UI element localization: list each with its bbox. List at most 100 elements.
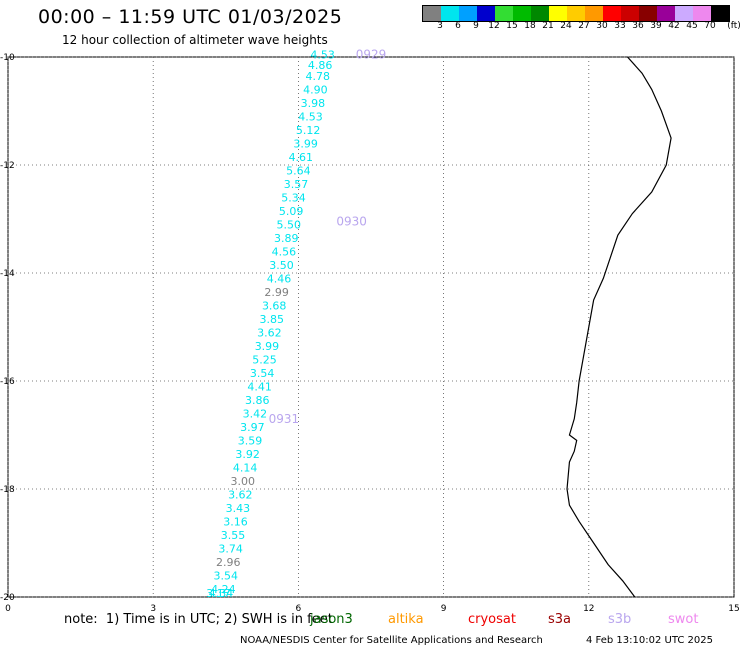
swh-value: 4.46 xyxy=(267,272,292,285)
footer-note: note: 1) Time is in UTC; 2) SWH is in fe… xyxy=(64,612,333,627)
swh-value: 3.74 xyxy=(218,542,243,555)
swh-value: 3.57 xyxy=(284,178,309,191)
lon-tick-label: 9 xyxy=(441,604,447,614)
swh-value: 4.14 xyxy=(233,461,258,474)
legend-item-jason3: jason3 xyxy=(310,612,353,627)
colorbar-swatch xyxy=(621,6,639,21)
map-subtitle: 12 hour collection of altimeter wave hei… xyxy=(62,33,328,47)
colorbar-swatch xyxy=(693,6,711,21)
lon-tick-label: 15 xyxy=(728,604,739,614)
colorbar-label: 36 xyxy=(632,21,644,31)
lon-tick-label: 0 xyxy=(5,604,11,614)
colorbar-label: 70 xyxy=(704,21,716,31)
lat-tick-label: -20 xyxy=(0,593,15,603)
colorbar-swatch xyxy=(513,6,531,21)
colorbar-label: 15 xyxy=(506,21,518,31)
colorbar-swatch xyxy=(585,6,603,21)
swh-value: 3.54 xyxy=(214,569,239,582)
track-time-labels: 0929 0930 0931 xyxy=(269,47,387,425)
colorbar-label: 45 xyxy=(686,21,698,31)
lon-tick-label: 6 xyxy=(296,604,302,614)
colorbar-label: 33 xyxy=(614,21,626,31)
swh-value: 3.98 xyxy=(301,97,326,110)
swh-value: 5.64 xyxy=(286,164,311,177)
colorbar-label: 30 xyxy=(596,21,608,31)
lat-tick-label: -12 xyxy=(0,161,15,171)
coastline-path xyxy=(566,56,672,598)
swh-value: 5.12 xyxy=(296,124,321,137)
colorbar-label: 18 xyxy=(524,21,536,31)
swh-value: 3.55 xyxy=(221,529,246,542)
colorbar-swatch xyxy=(675,6,693,21)
lat-tick-label: -16 xyxy=(0,377,15,387)
colorbar-swatch xyxy=(459,6,477,21)
swh-value: 3.16 xyxy=(223,515,248,528)
swh-value: 3.62 xyxy=(228,488,253,501)
lat-tick-label: -18 xyxy=(0,485,15,495)
swh-value: 3.99 xyxy=(293,137,318,150)
map-grid xyxy=(7,56,735,598)
swh-value: 3.92 xyxy=(235,448,260,461)
swh-value: 3.00 xyxy=(230,475,255,488)
colorbar-swatch xyxy=(441,6,459,21)
swh-value: 4.53 xyxy=(298,110,323,123)
swh-value: 3.68 xyxy=(262,299,287,312)
legend-item-cryosat: cryosat xyxy=(468,612,516,627)
track-time-label: 0929 xyxy=(356,47,387,61)
swh-value: 4.24 xyxy=(211,583,236,596)
colorbar-label: 6 xyxy=(455,21,461,31)
colorbar-swatch xyxy=(603,6,621,21)
legend-item-s3a: s3a xyxy=(548,612,572,627)
swh-value: 3.99 xyxy=(255,340,280,353)
colorbar-swatch xyxy=(495,6,513,21)
lon-tick-label: 3 xyxy=(150,604,156,614)
lat-tick-label: -10 xyxy=(0,53,15,63)
colorbar-swatch xyxy=(567,6,585,21)
swh-value: 4.61 xyxy=(289,151,314,164)
swh-value: 2.99 xyxy=(264,286,289,299)
swh-value: 4.53 xyxy=(310,48,335,61)
swh-value: 3.97 xyxy=(240,421,265,434)
generated-timestamp: 4 Feb 13:10:02 UTC 2025 xyxy=(586,635,713,646)
colorbar-swatch xyxy=(711,6,729,21)
swh-values: 4.534.864.784.903.984.535.123.994.615.64… xyxy=(206,48,335,600)
swh-value: 4.86 xyxy=(308,59,333,72)
colorbar-swatch xyxy=(549,6,567,21)
colorbar-label: 12 xyxy=(488,21,500,31)
swh-value: 3.62 xyxy=(257,326,282,339)
colorbar-labels: 3 6 9 12 15 18 21 24 27 30 33 36 39 42 45 70 (ft) xyxy=(422,21,740,35)
colorbar-swatch xyxy=(657,6,675,21)
legend-item-s3b: s3b xyxy=(608,612,632,627)
lat-tick-label: -14 xyxy=(0,269,15,279)
swh-value: 5.50 xyxy=(276,218,301,231)
swh-value: 5.25 xyxy=(252,353,277,366)
colorbar-swatch xyxy=(477,6,495,21)
swh-value: 3.50 xyxy=(269,259,294,272)
map-title: 00:00 – 11:59 UTC 01/03/2025 xyxy=(38,6,343,28)
swh-value: 4.56 xyxy=(272,245,297,258)
swh-value: 4.41 xyxy=(247,380,272,393)
swh-value: 3.89 xyxy=(274,232,299,245)
swh-value: 3.54 xyxy=(250,367,275,380)
colorbar-swatch xyxy=(531,6,549,21)
swh-value: 3.17 xyxy=(206,587,231,600)
colorbar-label: 3 xyxy=(437,21,443,31)
wave-height-colorbar xyxy=(422,5,730,22)
coastline xyxy=(566,56,672,598)
swh-value: 5.34 xyxy=(281,191,306,204)
colorbar-swatch xyxy=(423,6,441,21)
colorbar-label: 27 xyxy=(578,21,590,31)
colorbar-label: 39 xyxy=(650,21,662,31)
swh-value: 3.85 xyxy=(260,313,285,326)
legend-item-altika: altika xyxy=(388,612,424,627)
colorbar-label: 21 xyxy=(542,21,554,31)
map-frame xyxy=(7,56,735,598)
swh-value: 3.59 xyxy=(238,434,263,447)
swh-value: 3.42 xyxy=(243,407,268,420)
track-time-label: 0930 xyxy=(336,215,367,229)
colorbar-label: 9 xyxy=(473,21,479,31)
colorbar-unit: (ft) xyxy=(727,21,740,31)
colorbar-swatch xyxy=(639,6,657,21)
swh-value: 5.09 xyxy=(279,205,304,218)
